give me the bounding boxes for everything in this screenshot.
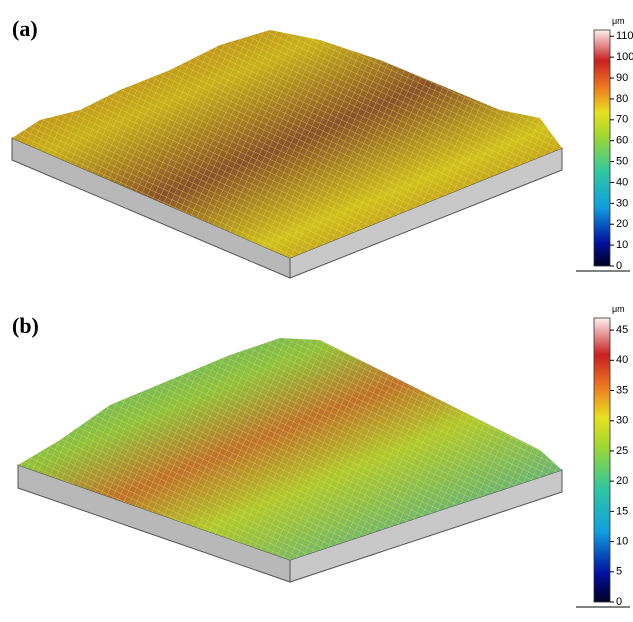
tick-label: 90 xyxy=(616,72,628,84)
tick-label: 40 xyxy=(616,176,628,188)
tick-label: 5 xyxy=(616,566,622,578)
tick-label: 70 xyxy=(616,114,628,126)
tick-label: 10 xyxy=(616,535,628,547)
tick-label: 20 xyxy=(616,475,628,487)
tick-label: 0 xyxy=(616,596,622,608)
tick-label: 30 xyxy=(616,415,628,427)
figure: (a) (b) μm 0 10 20 30 40 50 60 70 80 90 100 110 μm 0 5 1… xyxy=(0,0,633,622)
panel-label: (a) xyxy=(12,16,38,41)
tick-label: 25 xyxy=(616,445,628,457)
colorbar-unit: μm xyxy=(612,16,625,26)
panel-label: (b) xyxy=(12,313,39,338)
tick-label: 60 xyxy=(616,135,628,147)
tick-label: 100 xyxy=(616,51,633,63)
tick-label: 50 xyxy=(616,155,628,167)
colorbar xyxy=(594,318,610,602)
tick-label: 110 xyxy=(616,30,633,42)
tick-label: 35 xyxy=(616,384,628,396)
surface-a xyxy=(12,30,562,278)
tick-label: 20 xyxy=(616,218,628,230)
tick-label: 0 xyxy=(616,260,622,272)
tick-label: 80 xyxy=(616,93,628,105)
tick-label: 30 xyxy=(616,197,628,209)
tick-label: 10 xyxy=(616,239,628,251)
tick-label: 40 xyxy=(616,354,628,366)
colorbar xyxy=(594,30,610,266)
surface-b xyxy=(18,338,562,582)
tick-label: 45 xyxy=(616,324,628,336)
colorbar-unit: μm xyxy=(612,304,625,314)
tick-label: 15 xyxy=(616,505,628,517)
